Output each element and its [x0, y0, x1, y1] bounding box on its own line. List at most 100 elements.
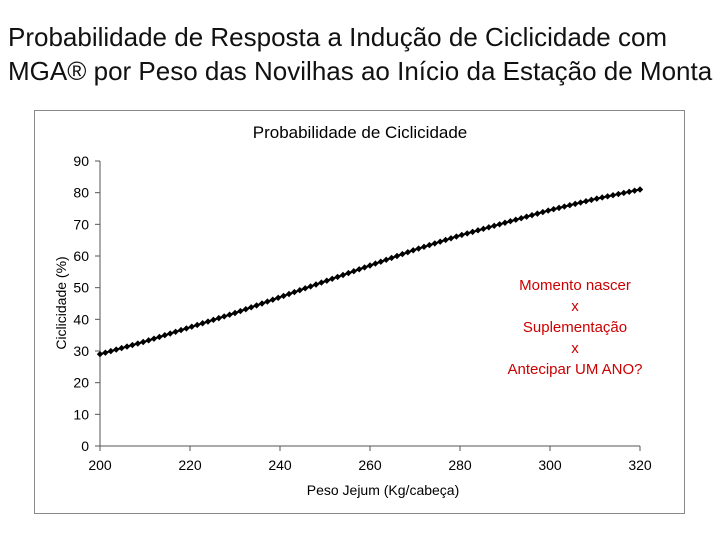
y-tick-label: 80 — [73, 185, 89, 201]
series-marker — [237, 307, 244, 315]
series-marker — [253, 302, 260, 309]
chart-frame — [34, 110, 685, 514]
series-marker — [555, 204, 563, 212]
y-tick-label: 20 — [73, 375, 89, 391]
series-marker — [372, 260, 379, 267]
series-marker — [134, 340, 141, 347]
data-point — [99, 353, 101, 356]
series-marker — [150, 335, 158, 342]
series-marker — [609, 192, 617, 199]
series-marker — [480, 225, 487, 233]
series-marker — [437, 238, 444, 245]
series-marker — [123, 343, 131, 350]
y-tick-label: 70 — [73, 216, 89, 232]
series-marker — [572, 200, 579, 208]
series-marker — [296, 287, 303, 294]
series-marker — [302, 285, 309, 292]
y-tick-label: 60 — [73, 248, 89, 264]
series-marker — [615, 190, 622, 198]
slide-title-line-2: MGA® por Peso das Novilhas ao Início da … — [8, 56, 713, 86]
series-marker — [620, 189, 627, 197]
chart-title: Probabilidade de Ciclicidade — [253, 123, 468, 142]
series-marker — [345, 269, 352, 277]
series-marker — [447, 235, 455, 242]
series-marker — [215, 314, 222, 322]
series-marker — [334, 273, 341, 281]
series-marker — [561, 203, 568, 210]
x-axis-label: Peso Jejum (Kg/cabeça) — [307, 482, 460, 498]
series-marker — [539, 208, 546, 216]
y-axis-label: Ciclicidade (%) — [53, 256, 69, 349]
series-marker — [420, 243, 428, 251]
series-marker — [145, 337, 152, 344]
series-marker — [194, 321, 201, 329]
series-marker — [577, 199, 584, 206]
series-marker — [388, 254, 395, 262]
series-marker — [426, 241, 433, 249]
y-tick-label: 40 — [73, 311, 89, 327]
data-point — [594, 198, 596, 200]
data-point — [324, 280, 326, 283]
y-tick-label: 0 — [81, 438, 89, 454]
data-point — [459, 234, 461, 237]
data-point — [144, 340, 146, 343]
series-marker — [566, 202, 573, 209]
series-marker — [582, 198, 590, 205]
data-point — [639, 188, 641, 191]
series-marker — [404, 249, 411, 256]
data-point — [549, 209, 551, 212]
series-marker — [242, 306, 249, 313]
series-marker — [199, 320, 206, 327]
series-marker — [383, 256, 390, 263]
series-marker — [140, 338, 147, 346]
series-marker — [210, 316, 217, 324]
series-marker — [393, 252, 401, 260]
series-marker — [264, 298, 271, 305]
series-marker — [156, 333, 163, 341]
series-marker — [442, 236, 449, 244]
series-marker — [523, 213, 530, 220]
x-tick-label: 260 — [358, 457, 382, 473]
series-marker — [221, 313, 228, 320]
series-marker — [453, 233, 460, 240]
series-marker — [626, 188, 633, 195]
annotation-line-4: x — [571, 340, 579, 357]
x-tick-label: 320 — [628, 457, 652, 473]
series-marker — [528, 211, 536, 219]
slide-title: Probabilidade de Resposta a Indução de C… — [8, 20, 712, 88]
series-marker — [545, 207, 552, 214]
series-marker — [464, 230, 471, 237]
series-marker — [512, 216, 519, 223]
series-marker — [129, 341, 136, 349]
series-marker — [469, 228, 476, 236]
data-point — [369, 264, 371, 267]
x-tick-label: 240 — [268, 457, 292, 473]
y-tick-label: 10 — [73, 406, 89, 422]
series-marker — [107, 347, 114, 355]
series-marker — [458, 231, 465, 239]
series-marker — [474, 227, 482, 234]
series-marker — [248, 304, 255, 311]
series-marker — [604, 193, 611, 200]
series-marker — [431, 240, 438, 247]
series-marker — [183, 325, 190, 332]
series-marker — [599, 194, 606, 201]
series-marker — [177, 326, 185, 334]
x-tick-label: 220 — [178, 457, 202, 473]
x-tick-label: 300 — [538, 457, 562, 473]
series-marker — [415, 245, 422, 252]
y-tick-label: 50 — [73, 280, 89, 296]
series-marker — [102, 349, 109, 356]
series-marker — [204, 318, 212, 325]
series-marker — [118, 344, 125, 352]
annotation-line-3: Suplementação — [522, 319, 628, 336]
x-tick-label: 280 — [448, 457, 472, 473]
data-point — [234, 312, 236, 314]
data-point — [189, 326, 191, 329]
series-marker — [307, 283, 314, 290]
series-marker — [534, 210, 541, 217]
series-marker — [496, 221, 503, 228]
data-point — [504, 221, 506, 224]
series-marker — [226, 311, 233, 318]
